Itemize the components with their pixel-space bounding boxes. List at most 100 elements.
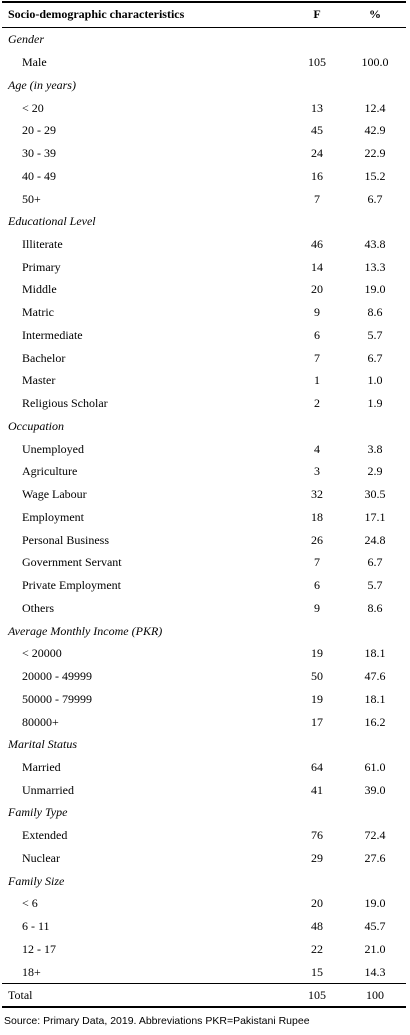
count: 105: [308, 55, 326, 70]
percent: 1.9: [367, 396, 383, 411]
percent: 22.9: [364, 146, 386, 161]
section-title: Marital Status: [8, 737, 78, 752]
percent: 15.2: [364, 168, 386, 183]
percent: 18.1: [364, 646, 386, 661]
row-label: Intermediate: [22, 327, 83, 342]
count: 20: [311, 896, 323, 911]
percent: 30.5: [364, 487, 386, 502]
row-label: 80000+: [22, 714, 59, 729]
count: 46: [311, 237, 323, 251]
row-label: Others: [22, 600, 54, 615]
count: 7: [314, 350, 320, 365]
count: 24: [311, 146, 323, 161]
count: 4: [314, 441, 320, 456]
row-label: 50000 - 79999: [22, 691, 92, 706]
row-label: 30 - 39: [22, 146, 56, 161]
section-title: Age (in years): [8, 77, 76, 92]
row-label: Employment: [22, 509, 84, 524]
percent: 14.3: [364, 964, 386, 979]
count: 14: [311, 259, 323, 274]
percent: 45.7: [364, 919, 386, 934]
count: 26: [311, 532, 323, 547]
count: 22: [311, 941, 323, 956]
row-label: Master: [22, 373, 56, 388]
section-title: Gender: [8, 32, 44, 47]
section-title: Family Size: [8, 873, 65, 888]
count: 6: [314, 578, 320, 593]
row-label: Nuclear: [22, 850, 60, 865]
row-label: Wage Labour: [22, 487, 87, 502]
row-label: Agriculture: [22, 464, 78, 479]
row-label: Bachelor: [22, 350, 66, 365]
count: 45: [311, 123, 323, 138]
count: 32: [311, 487, 323, 502]
section-title: Average Monthly Income (PKR): [8, 623, 163, 638]
count: 2: [314, 396, 320, 411]
percent: 42.9: [364, 123, 386, 138]
percent: 100.0: [361, 55, 389, 70]
percent: 5.7: [367, 578, 383, 593]
percent: 12.4: [364, 100, 386, 115]
row-label: 20000 - 49999: [22, 669, 92, 684]
row-label: Unemployed: [22, 441, 84, 456]
percent: 39.0: [364, 782, 386, 797]
count: 19: [311, 646, 323, 661]
count: 50: [311, 669, 323, 684]
percent: 47.6: [364, 669, 386, 684]
footnote: Source: Primary Data, 2019. Abbreviation…: [4, 1015, 310, 1027]
count: 6: [314, 327, 320, 342]
percent: 6.7: [367, 191, 383, 206]
percent: 19.0: [364, 282, 386, 297]
count: 16: [311, 168, 323, 183]
header-cell: %: [369, 7, 381, 21]
count: 3: [314, 464, 320, 479]
rule: [2, 983, 406, 984]
count: 76: [311, 828, 323, 843]
percent: 6.7: [367, 350, 383, 365]
row-label: Private Employment: [22, 578, 121, 593]
row-label: 40 - 49: [22, 168, 56, 183]
percent: 2.9: [367, 464, 383, 479]
percent: 43.8: [364, 237, 386, 251]
percent: 5.7: [367, 327, 383, 342]
section-title: Educational Level: [8, 214, 96, 229]
row-label: Extended: [22, 828, 68, 843]
count: 13: [311, 100, 323, 115]
count: 41: [311, 782, 323, 797]
count: 20: [311, 282, 323, 297]
percent: 61.0: [364, 759, 386, 774]
row-label: Middle: [22, 282, 57, 297]
percent: 19.0: [364, 896, 386, 911]
percent: 27.6: [364, 850, 386, 865]
count: 64: [311, 759, 323, 774]
row-label: Primary: [22, 259, 61, 274]
percent: 8.6: [367, 305, 383, 320]
percent: 16.2: [364, 714, 386, 729]
total-percent: 100: [366, 988, 384, 1002]
count: 7: [314, 555, 320, 570]
percent: 1.0: [367, 373, 383, 388]
count: 7: [314, 191, 320, 206]
row-label: Male: [22, 55, 47, 70]
total-count: 105: [308, 988, 326, 1002]
section-title: Family Type: [8, 805, 68, 820]
percent: 21.0: [364, 941, 386, 956]
count: 1: [314, 373, 320, 388]
row-label: Married: [22, 759, 61, 774]
percent: 24.8: [364, 532, 386, 547]
row-label: 6 - 11: [22, 919, 50, 934]
rule: [2, 27, 406, 28]
row-label: Government Servant: [22, 555, 122, 570]
section-title: Occupation: [8, 418, 64, 433]
row-label: Unmarried: [22, 782, 74, 797]
count: 9: [314, 305, 320, 320]
row-label: 50+: [22, 191, 41, 206]
row-label: < 20000: [22, 646, 62, 661]
percent: 6.7: [367, 555, 383, 570]
row-label: 12 - 17: [22, 941, 56, 956]
percent: 3.8: [367, 441, 383, 456]
row-label: 20 - 29: [22, 123, 56, 138]
count: 17: [311, 714, 323, 729]
percent: 18.1: [364, 691, 386, 706]
